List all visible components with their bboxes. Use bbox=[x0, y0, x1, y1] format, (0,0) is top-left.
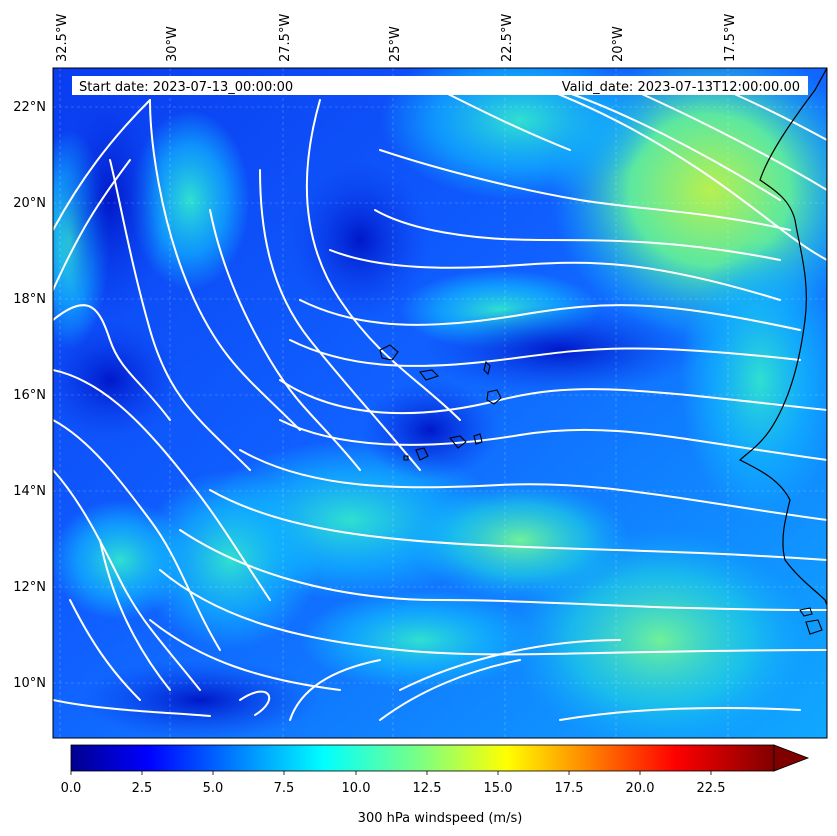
colorbar-label: 300 hPa windspeed (m/s) bbox=[358, 811, 523, 826]
valid-date-label: Valid_date: 2023-07-13T12:00:00.00 bbox=[562, 80, 800, 95]
start-date-label: Start date: 2023-07-13_00:00:00 bbox=[79, 80, 293, 95]
lat-label: 14°N bbox=[13, 484, 46, 499]
colorbar-extend-arrow bbox=[773, 744, 810, 772]
lat-label: 22°N bbox=[13, 100, 46, 115]
colorbar-tick-label: 10.0 bbox=[342, 781, 371, 796]
map-frame bbox=[52, 67, 828, 739]
colorbar-tick-label: 2.5 bbox=[132, 781, 153, 796]
lon-label: 32.5°W bbox=[55, 14, 70, 62]
lon-label: 27.5°W bbox=[278, 14, 293, 62]
latitude-labels: 22°N 20°N 18°N 16°N 14°N 12°N 10°N bbox=[13, 100, 46, 691]
map-panel bbox=[53, 68, 827, 738]
lon-label: 20°W bbox=[611, 26, 626, 62]
graticule bbox=[53, 68, 827, 738]
colorbar-tick-label: 20.0 bbox=[626, 781, 655, 796]
colorbar-tick-label: 17.5 bbox=[555, 781, 584, 796]
lat-label: 10°N bbox=[13, 676, 46, 691]
lon-label: 30°W bbox=[165, 26, 180, 62]
colorbar-tick-label: 15.0 bbox=[484, 781, 513, 796]
colorbar-gradient bbox=[70, 744, 775, 772]
africa-coastline bbox=[738, 68, 827, 606]
colorbar-tick-label: 5.0 bbox=[203, 781, 224, 796]
colorbar-tick-label: 7.5 bbox=[274, 781, 295, 796]
colorbar-ticks bbox=[70, 771, 712, 775]
longitude-labels: 32.5°W 30°W 27.5°W 25°W 22.5°W 20°W 17.5… bbox=[55, 14, 738, 62]
lat-label: 18°N bbox=[13, 292, 46, 307]
windspeed-min-west bbox=[55, 80, 165, 320]
cape-verde-islands bbox=[379, 344, 823, 635]
lat-label: 12°N bbox=[13, 580, 46, 595]
colorbar-tick-label: 0.0 bbox=[61, 781, 82, 796]
lon-label: 22.5°W bbox=[500, 14, 515, 62]
date-banner bbox=[72, 76, 808, 95]
lon-label: 25°W bbox=[388, 26, 403, 62]
lat-label: 16°N bbox=[13, 388, 46, 403]
lon-label: 17.5°W bbox=[723, 14, 738, 62]
streamlines bbox=[53, 79, 827, 721]
colorbar: 0.0 2.5 5.0 7.5 10.0 12.5 15.0 17.5 20.0… bbox=[61, 744, 810, 826]
lat-label: 20°N bbox=[13, 196, 46, 211]
colorbar-tick-label: 22.5 bbox=[697, 781, 726, 796]
colorbar-tick-label: 12.5 bbox=[413, 781, 442, 796]
